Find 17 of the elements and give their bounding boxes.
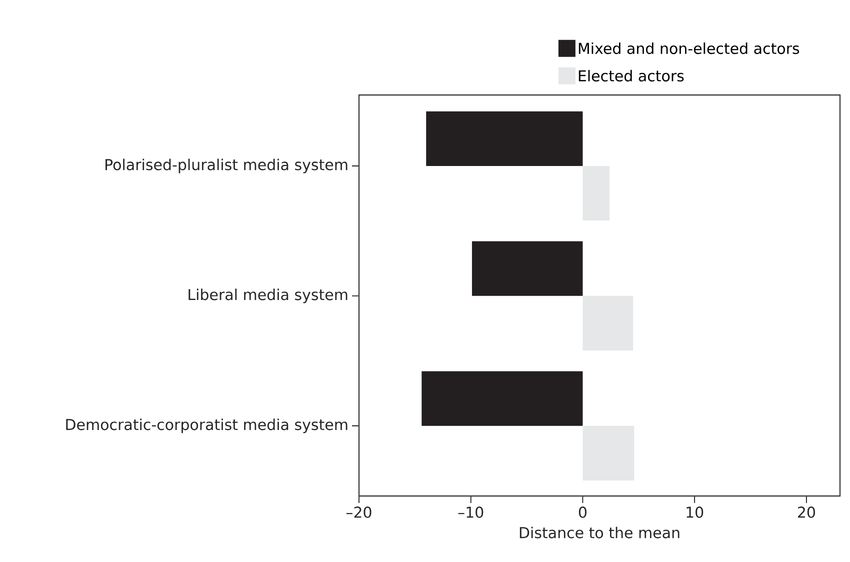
bar (582, 166, 610, 221)
y-tick-label: Democratic-corporatist media system (66, 418, 348, 434)
x-axis-title: Distance to the mean (520, 526, 680, 538)
bar (472, 241, 583, 296)
legend-label: Elected actors (578, 70, 684, 82)
bar (426, 111, 583, 166)
legend-label: Mixed and non-elected actors (578, 42, 800, 54)
bar (422, 371, 583, 426)
y-tick-label: Liberal media system (188, 288, 348, 304)
bar (582, 296, 634, 350)
bar (582, 426, 634, 480)
x-tick-label: –10 (458, 506, 484, 518)
x-tick-label: 20 (798, 506, 815, 518)
y-tick-label: Polarised-pluralist media system (106, 158, 348, 174)
x-tick-label: 10 (686, 506, 704, 518)
x-tick-label: –20 (346, 506, 372, 518)
x-tick-label: 0 (578, 506, 586, 518)
